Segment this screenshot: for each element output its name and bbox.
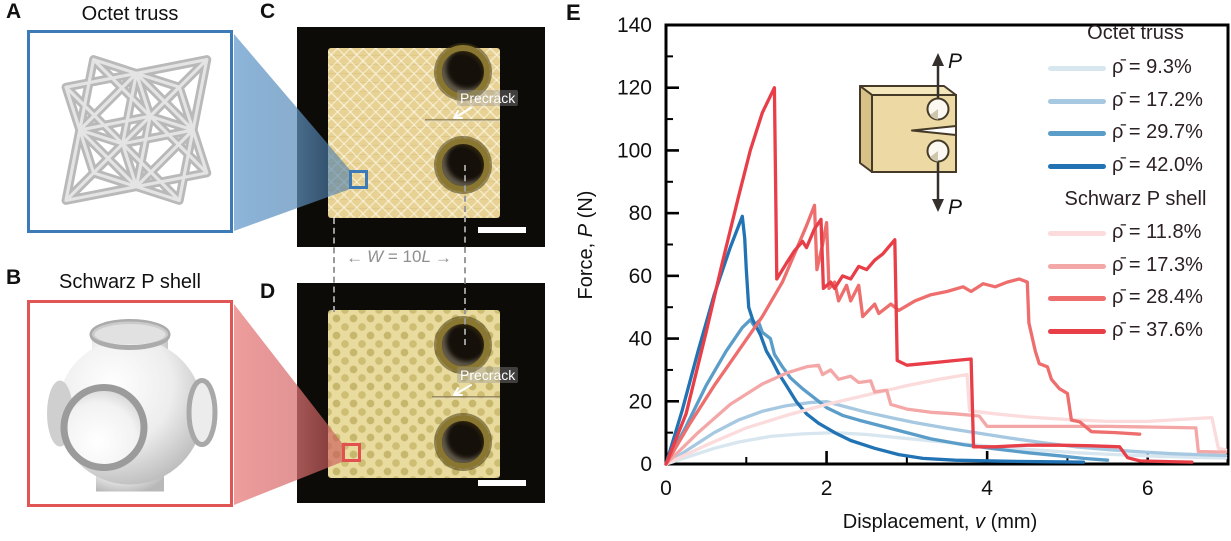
legend-label: ρ̄ = 28.4%	[1112, 286, 1203, 308]
precrack-arrow-icon	[453, 107, 472, 119]
width-dash-right	[464, 165, 466, 345]
legend-header: Octet truss	[1087, 22, 1184, 44]
legend-label: ρ̄ = 17.3%	[1112, 253, 1203, 276]
unit-cell-callout-square	[342, 443, 361, 462]
y-tick-label: 20	[629, 390, 652, 413]
series-line	[664, 86, 1194, 466]
y-tick-label: 120	[617, 77, 652, 100]
octet-truss-render	[61, 55, 212, 205]
y-tick-label: 60	[629, 265, 652, 288]
series-line	[664, 214, 1086, 466]
force-displacement-chart: P P 0 20 40 60 80 100 120 140 0 2 4 6 Displacement, …	[575, 14, 1230, 533]
loading-hole-top	[436, 45, 490, 99]
y-tick-label: 80	[629, 202, 652, 225]
schwarz-p-render	[47, 319, 218, 492]
y-tick-label: 100	[617, 139, 652, 162]
schwarz-specimen	[328, 310, 500, 478]
inset-load-label-bottom: P	[948, 196, 962, 219]
inset-load-label-top: P	[948, 50, 962, 73]
panel-letter-a: A	[6, 0, 22, 23]
x-axis-label: Displacement, v (mm)	[843, 511, 1037, 533]
y-tick-label: 140	[617, 14, 652, 37]
legend-label: ρ̄ = 11.8%	[1112, 221, 1202, 243]
x-tick-label: 2	[821, 477, 833, 500]
legend-swatch	[1048, 296, 1106, 301]
series-line	[664, 203, 1142, 466]
legend-swatch	[1048, 98, 1106, 104]
schwarz-p-unit-cell-box	[27, 300, 233, 507]
y-tick-label: 0	[640, 453, 652, 476]
octet-specimen-photo: Precrack	[297, 27, 545, 247]
scale-bar	[478, 480, 526, 486]
panel-a-title: Octet truss	[81, 3, 179, 25]
precrack-arrow-icon	[453, 384, 472, 396]
legend-swatch	[1048, 328, 1106, 334]
chart-legend: Octet truss ρ̄ = 9.3% ρ̄ = 17.2% ρ̄ = 29.7%…	[1040, 0, 1231, 360]
legend-label: ρ̄ = 37.6%	[1112, 318, 1203, 341]
octet-truss-unit-cell-box	[27, 30, 233, 233]
scale-bar	[478, 227, 526, 233]
inset-notch	[911, 125, 957, 136]
dimension-text: W = 10L	[367, 247, 431, 266]
x-tick-label: 0	[660, 477, 672, 500]
legend-swatch	[1048, 163, 1106, 169]
left-arrow-icon: ←	[346, 247, 364, 267]
panel-b-title: Schwarz P shell	[59, 271, 201, 293]
legend-label: ρ̄ = 17.2%	[1112, 88, 1203, 111]
legend-header: Schwarz P shell	[1064, 188, 1207, 210]
schwarz-specimen-photo: Precrack	[297, 283, 545, 503]
x-tick-label: 6	[1142, 477, 1154, 500]
specimen-inset-diagram: P P	[859, 50, 962, 219]
series-line	[664, 372, 1228, 466]
y-axis-label: Force, P (N)	[575, 191, 597, 300]
loading-hole-top	[436, 318, 490, 372]
right-arrow-icon: →	[434, 247, 452, 267]
panel-letter-b: B	[6, 266, 22, 289]
y-tick-label: 40	[629, 328, 652, 351]
precrack-label: Precrack	[457, 90, 519, 106]
precrack-line	[425, 119, 500, 122]
legend-label: ρ̄ = 9.3%	[1112, 56, 1192, 78]
legend-swatch	[1048, 131, 1106, 136]
panel-letter-c: C	[260, 0, 276, 23]
panel-letter-e: E	[566, 0, 581, 25]
panel-letter-d: D	[260, 280, 276, 303]
legend-label: ρ̄ = 42.0%	[1112, 153, 1203, 176]
legend-swatch	[1048, 263, 1106, 269]
loading-hole-bottom	[436, 415, 490, 469]
legend-label: ρ̄ = 29.7%	[1112, 121, 1203, 143]
width-dimension-label: ← W = 10L →	[336, 247, 462, 267]
legend-swatch	[1048, 231, 1106, 236]
precrack-label: Precrack	[457, 367, 519, 383]
precrack-line	[432, 396, 500, 399]
series-line	[664, 430, 1228, 466]
legend-swatch	[1048, 66, 1106, 71]
loading-hole-bottom	[436, 138, 490, 192]
width-dash-left	[333, 218, 335, 312]
x-tick-label: 4	[981, 477, 993, 500]
unit-cell-callout-square	[349, 170, 368, 189]
